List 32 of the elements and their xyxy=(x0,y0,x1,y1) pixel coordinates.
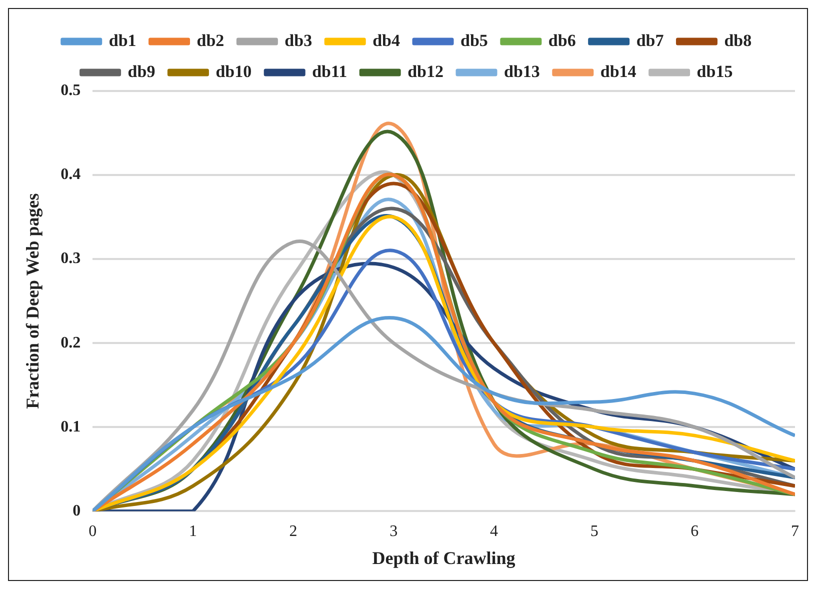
legend-label: db15 xyxy=(696,62,733,81)
x-tick-label: 7 xyxy=(791,523,799,540)
x-axis-title: Depth of Crawling xyxy=(372,548,516,568)
y-tick-label: 0.2 xyxy=(60,334,81,352)
x-tick-label: 6 xyxy=(690,523,699,540)
legend-label: db2 xyxy=(196,30,224,50)
x-tick-label: 4 xyxy=(490,523,498,540)
line-series xyxy=(92,316,795,512)
x-tick-label: 2 xyxy=(289,523,298,540)
legend-label: db14 xyxy=(600,62,637,81)
y-tick-label: 0 xyxy=(72,502,81,520)
legend-label: db9 xyxy=(128,62,156,81)
y-tick-label: 0.5 xyxy=(60,82,81,100)
legend-label: db10 xyxy=(216,62,252,81)
legend-label: db3 xyxy=(284,30,312,50)
legend-label: db7 xyxy=(636,30,664,50)
x-tick-label: 1 xyxy=(188,523,197,540)
legend-label: db8 xyxy=(724,30,752,50)
y-axis-title: Fraction of Deep Web pages xyxy=(22,193,42,409)
x-tick-label: 3 xyxy=(390,523,398,540)
x-tick-label: 5 xyxy=(590,523,598,540)
legend-label: db12 xyxy=(408,62,444,81)
legend-label: db11 xyxy=(312,62,348,81)
legend-label: db1 xyxy=(108,30,136,50)
y-tick-label: 0.1 xyxy=(60,418,81,436)
y-tick-label: 0.3 xyxy=(60,250,81,268)
legend-label: db6 xyxy=(548,30,576,50)
legend-label: db5 xyxy=(460,30,488,50)
y-tick-label: 0.4 xyxy=(60,166,81,184)
legend-label: db4 xyxy=(372,30,400,50)
x-tick-label: 0 xyxy=(88,523,97,540)
legend-label: db13 xyxy=(504,62,540,81)
